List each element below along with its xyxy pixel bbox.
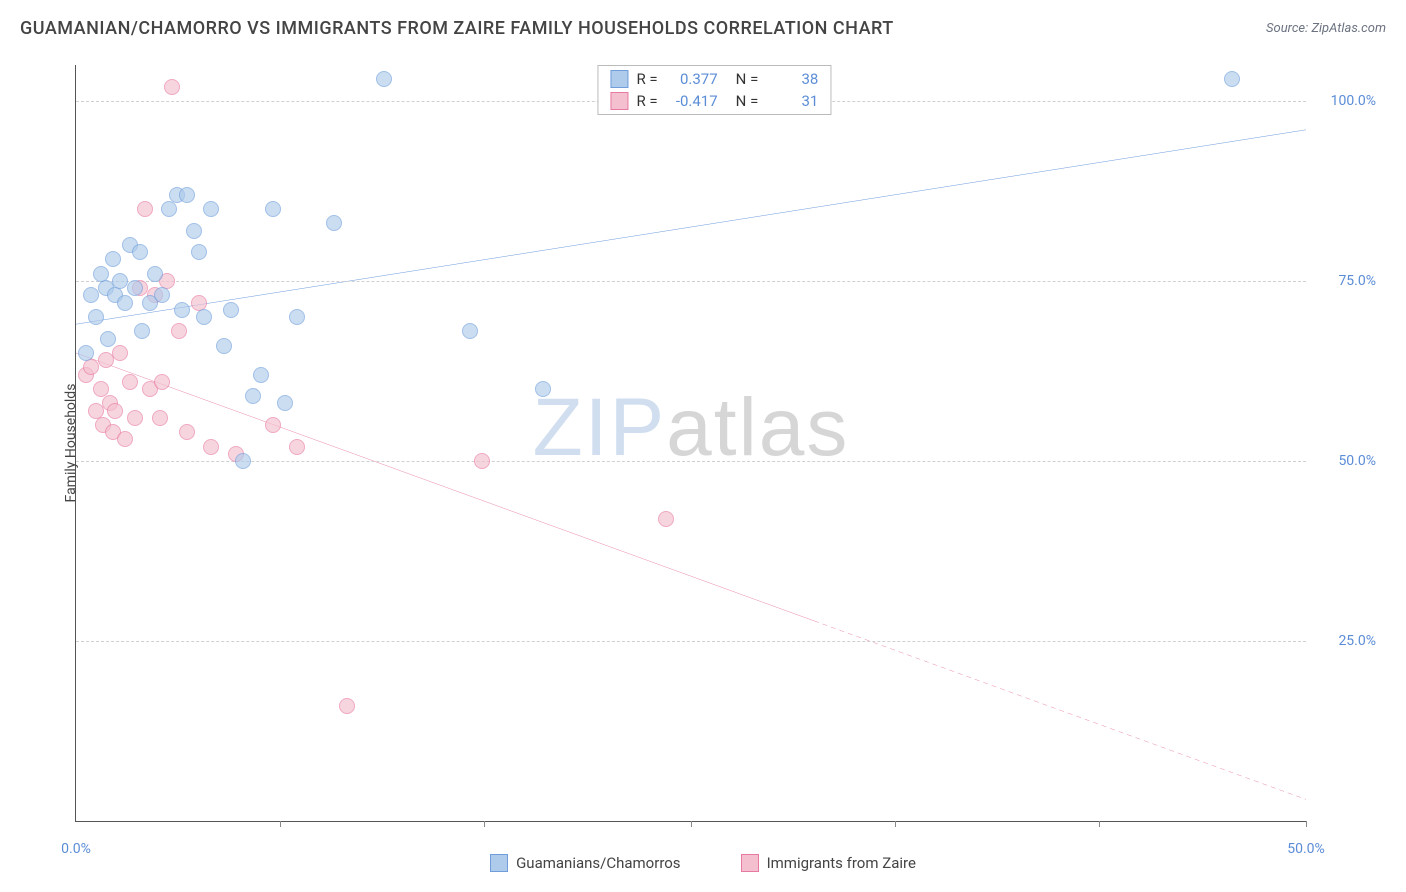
data-point-series2: [658, 511, 674, 527]
data-point-series1: [117, 295, 133, 311]
data-point-series1: [134, 323, 150, 339]
swatch-series1-icon: [610, 70, 628, 88]
data-point-series2: [179, 424, 195, 440]
swatch-series1-icon: [490, 854, 508, 872]
x-tick-mark: [484, 821, 485, 827]
x-tick-mark: [691, 821, 692, 827]
data-point-series1: [147, 266, 163, 282]
data-point-series1: [105, 251, 121, 267]
data-point-series1: [289, 309, 305, 325]
data-point-series1: [100, 331, 116, 347]
data-point-series1: [78, 345, 94, 361]
data-point-series1: [203, 201, 219, 217]
stats-legend: R = 0.377 N = 38 R = -0.417 N = 31: [597, 65, 831, 115]
data-point-series2: [83, 359, 99, 375]
y-tick-label: 25.0%: [1316, 633, 1376, 649]
data-point-series2: [265, 417, 281, 433]
x-tick-mark: [1099, 821, 1100, 827]
y-tick-label: 50.0%: [1316, 453, 1376, 469]
data-point-series1: [265, 201, 281, 217]
r-value-series1: 0.377: [666, 70, 718, 88]
data-point-series2: [203, 439, 219, 455]
gridline: [76, 461, 1306, 462]
data-point-series2: [154, 374, 170, 390]
data-point-series1: [245, 388, 261, 404]
data-point-series1: [127, 280, 143, 296]
y-axis-label: Family Households: [63, 384, 79, 503]
data-point-series2: [117, 431, 133, 447]
data-point-series1: [535, 381, 551, 397]
data-point-series1: [154, 287, 170, 303]
data-point-series1: [253, 367, 269, 383]
data-point-series2: [122, 374, 138, 390]
r-value-series2: -0.417: [666, 92, 718, 110]
data-point-series1: [174, 302, 190, 318]
gridline: [76, 641, 1306, 642]
data-point-series1: [161, 201, 177, 217]
data-point-series1: [196, 309, 212, 325]
data-point-series1: [1224, 71, 1240, 87]
data-point-series1: [83, 287, 99, 303]
trend-lines: [76, 65, 1306, 821]
data-point-series1: [88, 309, 104, 325]
x-tick-mark: [1306, 821, 1307, 827]
x-tick-mark: [280, 821, 281, 827]
data-point-series1: [179, 187, 195, 203]
x-tick-mark: [895, 821, 896, 827]
y-tick-label: 100.0%: [1316, 93, 1376, 109]
legend-label-series2: Immigrants from Zaire: [767, 854, 916, 872]
data-point-series2: [474, 453, 490, 469]
stats-row-series1: R = 0.377 N = 38: [598, 68, 830, 90]
legend-label-series1: Guamanians/Chamorros: [516, 854, 680, 872]
data-point-series1: [112, 273, 128, 289]
data-point-series1: [277, 395, 293, 411]
data-point-series2: [339, 698, 355, 714]
data-point-series2: [152, 410, 168, 426]
legend-item-series1: Guamanians/Chamorros: [490, 854, 680, 872]
data-point-series1: [132, 244, 148, 260]
series-legend: Guamanians/Chamorros Immigrants from Zai…: [20, 854, 1386, 872]
data-point-series2: [98, 352, 114, 368]
data-point-series1: [223, 302, 239, 318]
swatch-series2-icon: [741, 854, 759, 872]
gridline: [76, 281, 1306, 282]
data-point-series1: [216, 338, 232, 354]
source-label: Source: ZipAtlas.com: [1266, 21, 1386, 36]
data-point-series1: [191, 244, 207, 260]
data-point-series2: [127, 410, 143, 426]
n-label: N =: [736, 92, 759, 110]
r-label: R =: [636, 70, 657, 88]
data-point-series1: [326, 215, 342, 231]
data-point-series2: [112, 345, 128, 361]
stats-row-series2: R = -0.417 N = 31: [598, 90, 830, 112]
plot-area: Family Households ZIPatlas R = 0.377 N =…: [75, 65, 1306, 822]
chart-container: Family Households ZIPatlas R = 0.377 N =…: [20, 50, 1386, 872]
data-point-series2: [171, 323, 187, 339]
n-value-series2: 31: [766, 92, 818, 110]
swatch-series2-icon: [610, 92, 628, 110]
data-point-series1: [376, 71, 392, 87]
data-point-series2: [289, 439, 305, 455]
legend-item-series2: Immigrants from Zaire: [741, 854, 916, 872]
data-point-series2: [137, 201, 153, 217]
data-point-series2: [93, 381, 109, 397]
chart-title: GUAMANIAN/CHAMORRO VS IMMIGRANTS FROM ZA…: [20, 18, 894, 39]
data-point-series2: [164, 79, 180, 95]
n-label: N =: [736, 70, 759, 88]
data-point-series1: [235, 453, 251, 469]
data-point-series2: [107, 403, 123, 419]
r-label: R =: [636, 92, 657, 110]
data-point-series1: [186, 223, 202, 239]
y-tick-label: 75.0%: [1316, 273, 1376, 289]
data-point-series1: [462, 323, 478, 339]
n-value-series1: 38: [766, 70, 818, 88]
